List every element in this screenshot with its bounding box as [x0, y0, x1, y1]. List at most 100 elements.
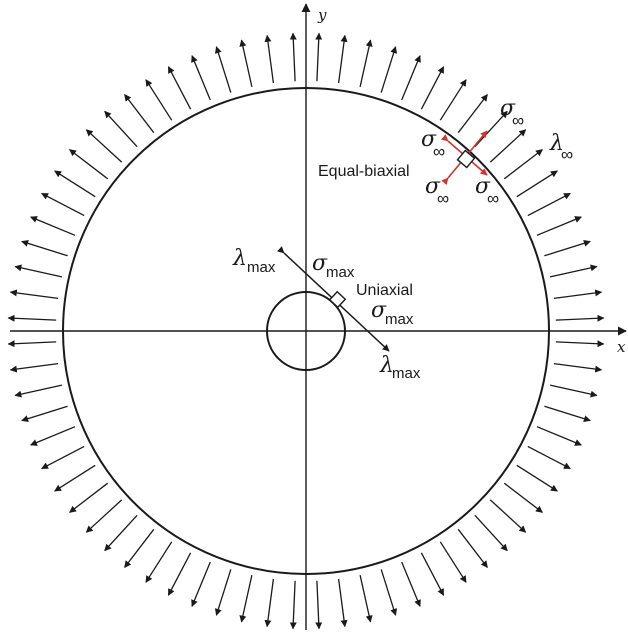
svg-text:max: max	[392, 365, 421, 382]
traction-arrow	[264, 34, 275, 84]
traction-arrow	[7, 314, 57, 322]
x-axis-label: x	[617, 338, 626, 356]
traction-arrow	[7, 340, 57, 348]
traction-arrow	[104, 514, 138, 552]
traction-arrow	[289, 32, 297, 82]
traction-arrow	[516, 170, 558, 198]
traction-arrow	[214, 569, 232, 616]
traction-arrow	[124, 94, 155, 134]
traction-arrow	[337, 578, 348, 628]
traction-arrow	[439, 79, 467, 121]
equal-biaxial-label: Equal-biaxial	[318, 163, 410, 180]
traction-arrow	[41, 445, 85, 470]
traction-arrow	[401, 55, 421, 101]
traction-arrow	[239, 39, 253, 88]
traction-arrow	[69, 482, 109, 513]
traction-arrow	[167, 66, 192, 110]
traction-arrow	[503, 149, 543, 180]
traction-arrow	[474, 514, 508, 552]
outer-boundary-circle	[62, 87, 550, 575]
traction-arrow	[21, 239, 68, 257]
traction-arrow	[191, 561, 211, 607]
traction-arrow	[214, 46, 232, 93]
svg-text:∞: ∞	[433, 142, 445, 161]
svg-text:σ: σ	[475, 174, 491, 199]
traction-arrow	[516, 464, 558, 492]
traction-arrow	[457, 94, 488, 134]
traction-arrow	[54, 170, 96, 198]
traction-arrow	[555, 314, 605, 322]
traction-arrow	[14, 384, 63, 398]
traction-arrow	[191, 55, 211, 101]
uniaxial-label: Uniaxial	[356, 282, 413, 299]
traction-arrow	[124, 528, 155, 568]
traction-arrow	[439, 541, 467, 583]
traction-arrow	[380, 46, 398, 93]
traction-arrow	[30, 426, 76, 446]
traction-arrow	[104, 110, 138, 148]
traction-arrow	[9, 362, 59, 373]
sigma-inf-label-right: σ ∞	[475, 174, 499, 208]
svg-text:λ: λ	[232, 246, 247, 271]
sigma-max-label-upper: σ max	[312, 251, 355, 281]
uniaxial-element	[328, 290, 347, 309]
svg-text:λ: λ	[379, 353, 394, 378]
traction-arrow	[549, 264, 598, 278]
svg-text:∞: ∞	[487, 189, 499, 208]
traction-arrow	[536, 426, 582, 446]
svg-text:σ: σ	[371, 298, 387, 323]
traction-arrow	[85, 499, 123, 533]
traction-arrow	[420, 66, 445, 110]
traction-arrow	[489, 499, 527, 533]
svg-text:max: max	[385, 311, 414, 328]
traction-arrow	[167, 552, 192, 596]
svg-text:∞: ∞	[437, 189, 449, 208]
traction-arrow	[527, 445, 571, 470]
traction-arrow	[457, 528, 488, 568]
lambda-inf-label: λ ∞	[549, 131, 573, 164]
svg-text:σ: σ	[500, 96, 516, 121]
traction-arrow	[289, 580, 297, 630]
traction-arrow	[553, 362, 603, 373]
sigma-inf-label-left: σ ∞	[421, 127, 445, 161]
traction-arrow	[21, 405, 68, 423]
traction-arrow	[536, 216, 582, 236]
traction-arrow	[54, 464, 96, 492]
svg-text:∞: ∞	[561, 145, 573, 164]
y-axis-label: y	[317, 6, 327, 24]
svg-text:max: max	[247, 259, 276, 276]
svg-text:σ: σ	[312, 251, 328, 276]
traction-arrow	[401, 561, 421, 607]
traction-arrow	[380, 569, 398, 616]
traction-arrow	[489, 129, 527, 163]
traction-arrow	[359, 39, 373, 88]
traction-arrow	[239, 574, 253, 623]
traction-arrow	[264, 578, 275, 628]
sigma-inf-label-lower-left: σ ∞	[425, 174, 449, 208]
traction-arrow	[553, 289, 603, 300]
traction-arrow	[30, 216, 76, 236]
biaxial-element	[456, 149, 476, 169]
svg-text:∞: ∞	[512, 111, 524, 130]
traction-arrow	[555, 340, 605, 348]
lambda-max-label-lower: λ max	[379, 353, 421, 382]
traction-arrow	[359, 574, 373, 623]
traction-arrow	[544, 239, 591, 257]
traction-arrow	[549, 384, 598, 398]
lambda-max-label-upper: λ max	[232, 246, 276, 276]
traction-arrow	[41, 192, 85, 217]
svg-text:λ: λ	[549, 131, 564, 156]
traction-arrow	[315, 32, 323, 82]
svg-text:σ: σ	[425, 174, 441, 199]
traction-arrow	[315, 580, 323, 630]
traction-arrow	[9, 289, 59, 300]
traction-arrow	[14, 264, 63, 278]
traction-arrow	[420, 552, 445, 596]
traction-arrow	[69, 149, 109, 180]
traction-arrow	[145, 79, 173, 121]
traction-arrow	[503, 482, 543, 513]
traction-arrow	[544, 405, 591, 423]
sigma-inf-label-top: σ ∞	[500, 96, 524, 130]
traction-arrow	[145, 541, 173, 583]
